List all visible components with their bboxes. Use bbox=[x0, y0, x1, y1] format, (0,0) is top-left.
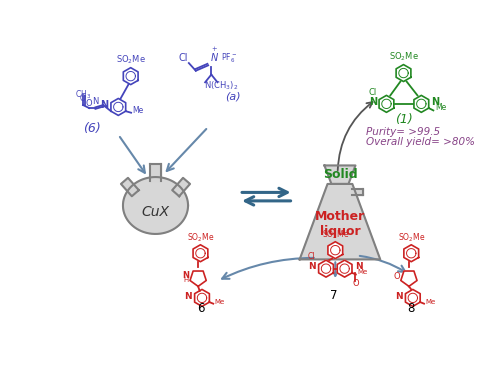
Polygon shape bbox=[121, 178, 139, 196]
Polygon shape bbox=[414, 95, 428, 112]
Polygon shape bbox=[172, 178, 190, 196]
Text: Me: Me bbox=[435, 103, 446, 112]
Polygon shape bbox=[194, 289, 210, 306]
Text: CuX: CuX bbox=[142, 205, 170, 219]
Text: O: O bbox=[86, 99, 92, 108]
Text: SO$_2$Me: SO$_2$Me bbox=[322, 228, 349, 241]
Text: (1): (1) bbox=[394, 113, 412, 126]
Text: Cl: Cl bbox=[308, 253, 315, 261]
Text: N: N bbox=[92, 97, 98, 106]
Text: N(CH$_3$)$_2$: N(CH$_3$)$_2$ bbox=[204, 80, 238, 92]
Text: N: N bbox=[308, 262, 316, 272]
Text: $\overset{+}{N}$: $\overset{+}{N}$ bbox=[210, 46, 219, 64]
Polygon shape bbox=[379, 95, 394, 112]
Text: Purity= >99.5: Purity= >99.5 bbox=[366, 127, 440, 137]
Text: SO$_2$Me: SO$_2$Me bbox=[116, 54, 146, 66]
Text: 8: 8 bbox=[408, 302, 415, 315]
Text: N: N bbox=[100, 100, 108, 111]
Text: Overall yield= >80%: Overall yield= >80% bbox=[366, 137, 476, 147]
Text: Me: Me bbox=[426, 299, 436, 305]
Text: SO$_2$Me: SO$_2$Me bbox=[398, 231, 425, 244]
Text: N: N bbox=[395, 292, 402, 301]
Polygon shape bbox=[318, 260, 334, 277]
Polygon shape bbox=[328, 242, 342, 259]
Text: O: O bbox=[80, 94, 86, 103]
Text: Me: Me bbox=[358, 269, 368, 276]
Text: Me: Me bbox=[132, 106, 144, 115]
Text: Solid: Solid bbox=[322, 168, 358, 181]
Polygon shape bbox=[124, 68, 138, 85]
Text: N: N bbox=[182, 271, 189, 280]
Text: N: N bbox=[369, 97, 377, 107]
Text: 6: 6 bbox=[196, 302, 204, 315]
Text: O: O bbox=[352, 279, 359, 288]
Polygon shape bbox=[190, 271, 206, 287]
Text: 7: 7 bbox=[330, 289, 338, 303]
Text: N: N bbox=[184, 292, 192, 301]
Polygon shape bbox=[324, 165, 356, 184]
Polygon shape bbox=[111, 99, 126, 115]
Text: Cl: Cl bbox=[369, 88, 377, 97]
Polygon shape bbox=[300, 184, 380, 260]
Text: PF$_6^-$: PF$_6^-$ bbox=[220, 52, 236, 65]
Text: (a): (a) bbox=[225, 91, 241, 101]
Text: H: H bbox=[184, 277, 189, 284]
Text: O: O bbox=[393, 272, 400, 281]
Text: N: N bbox=[430, 97, 439, 107]
Polygon shape bbox=[193, 245, 208, 262]
Text: N: N bbox=[354, 262, 362, 272]
Polygon shape bbox=[150, 164, 161, 181]
Polygon shape bbox=[337, 260, 352, 277]
Text: Me: Me bbox=[215, 299, 225, 305]
Text: Mother
liquor: Mother liquor bbox=[315, 210, 365, 238]
Polygon shape bbox=[123, 177, 188, 234]
Polygon shape bbox=[401, 271, 417, 287]
Text: Cl: Cl bbox=[178, 53, 188, 63]
Text: SO$_2$Me: SO$_2$Me bbox=[186, 231, 214, 244]
Polygon shape bbox=[406, 289, 420, 306]
Text: SO$_2$Me: SO$_2$Me bbox=[390, 50, 420, 63]
Polygon shape bbox=[352, 189, 363, 195]
Text: (6): (6) bbox=[83, 122, 101, 135]
Polygon shape bbox=[396, 65, 411, 81]
Polygon shape bbox=[404, 245, 418, 262]
Text: CH$_3$: CH$_3$ bbox=[75, 88, 91, 101]
